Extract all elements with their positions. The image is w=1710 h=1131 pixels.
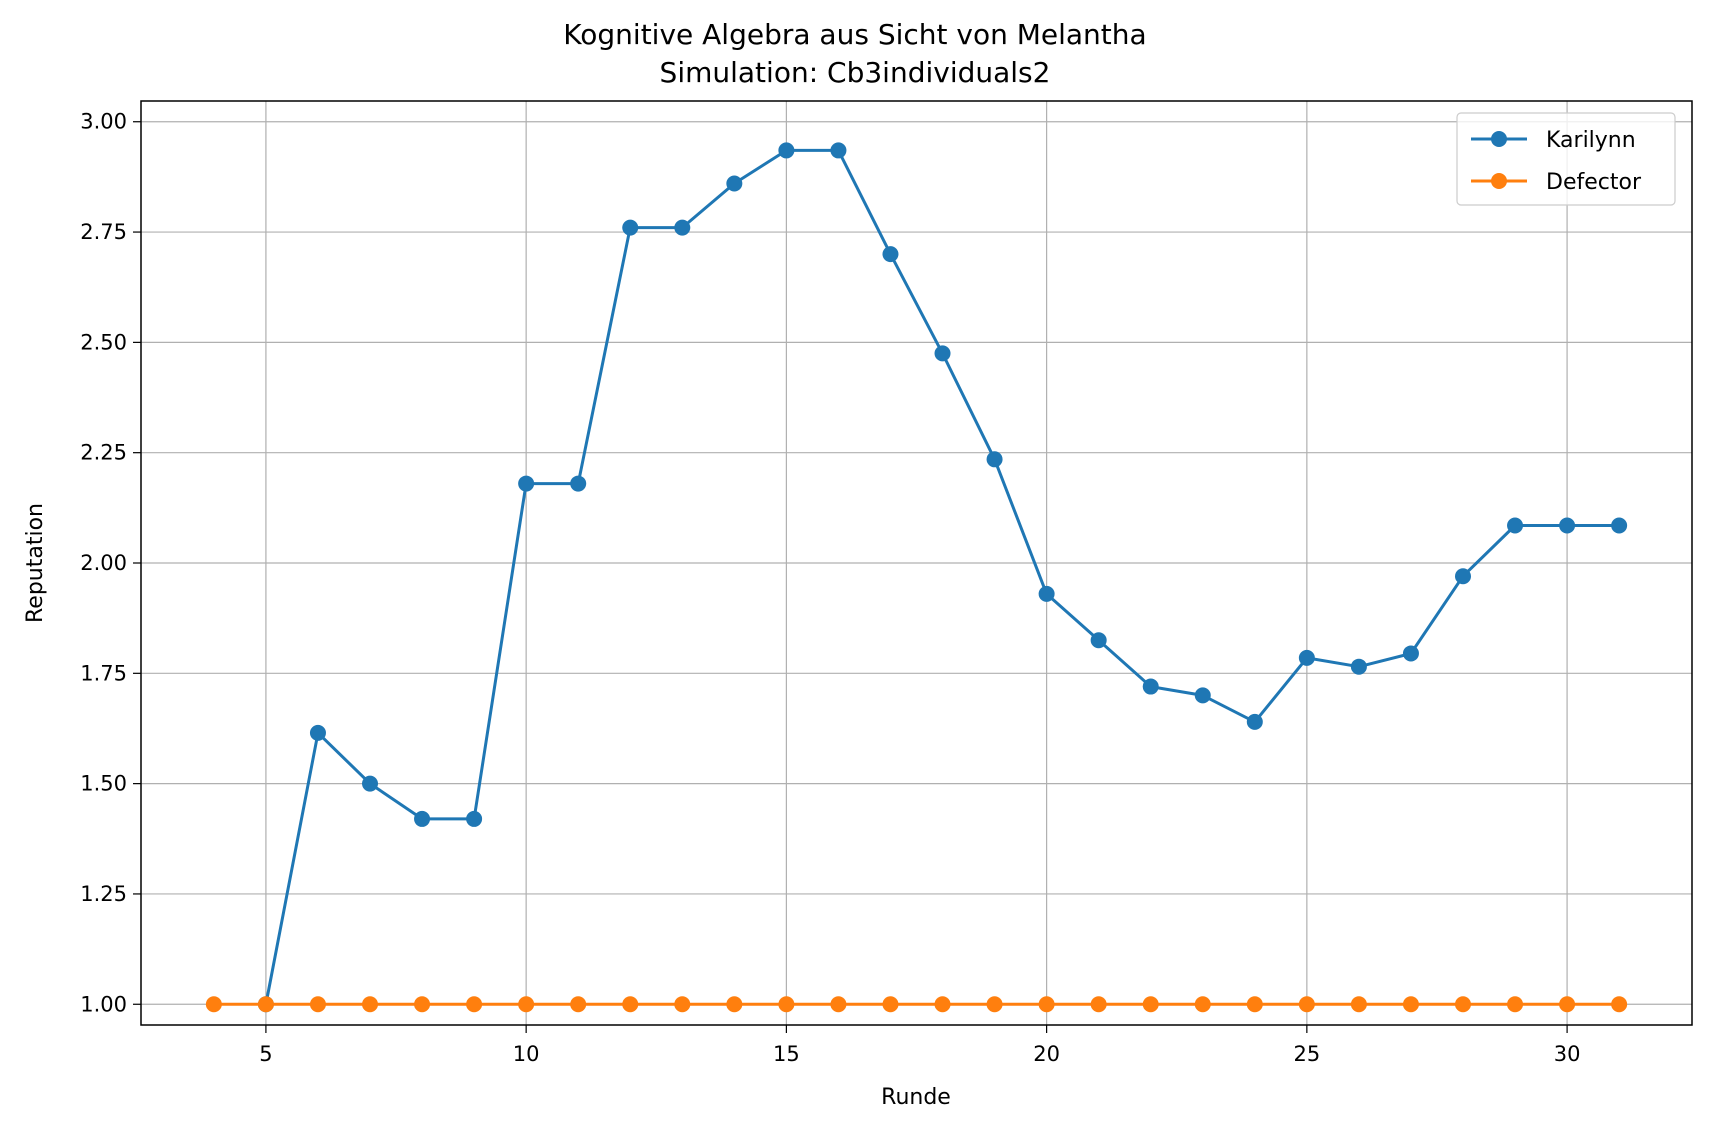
data-point-defector <box>830 996 847 1013</box>
chart-subtitle: Simulation: Cb3individuals2 <box>660 56 1051 89</box>
data-point-defector <box>1507 996 1524 1013</box>
data-point-karilynn <box>1559 517 1576 534</box>
y-tick-label: 1.75 <box>80 661 127 685</box>
data-point-defector <box>934 996 951 1013</box>
data-point-karilynn <box>1611 517 1628 534</box>
data-point-defector <box>1350 996 1367 1013</box>
data-point-defector <box>257 996 274 1013</box>
data-point-karilynn <box>778 142 795 159</box>
x-tick-label: 15 <box>773 1042 800 1066</box>
series-defector <box>205 996 1628 1013</box>
data-point-karilynn <box>1194 687 1211 704</box>
data-point-karilynn <box>1038 585 1055 602</box>
data-point-karilynn <box>518 475 535 492</box>
legend-label-defector: Defector <box>1546 170 1642 195</box>
y-tick-label: 1.25 <box>80 882 127 906</box>
data-point-defector <box>1194 996 1211 1013</box>
data-point-karilynn <box>309 724 326 741</box>
data-point-defector <box>1090 996 1107 1013</box>
data-point-defector <box>726 996 743 1013</box>
y-tick-label: 2.50 <box>80 330 127 354</box>
data-point-defector <box>1246 996 1263 1013</box>
data-point-karilynn <box>622 219 639 236</box>
legend-marker-karilynn <box>1491 131 1507 147</box>
data-point-karilynn <box>882 246 899 263</box>
plot-frame <box>140 100 1693 1026</box>
data-point-karilynn <box>986 451 1003 468</box>
data-point-defector <box>986 996 1003 1013</box>
x-tick-label: 25 <box>1293 1042 1320 1066</box>
data-point-karilynn <box>570 475 587 492</box>
x-tick-label: 30 <box>1554 1042 1581 1066</box>
data-point-karilynn <box>362 775 379 792</box>
data-point-karilynn <box>726 175 743 192</box>
data-point-defector <box>205 996 222 1013</box>
data-point-karilynn <box>1298 649 1315 666</box>
data-point-defector <box>362 996 379 1013</box>
data-point-defector <box>882 996 899 1013</box>
x-tick-label: 5 <box>259 1042 272 1066</box>
grid <box>141 101 1692 1025</box>
data-point-defector <box>309 996 326 1013</box>
data-point-karilynn <box>1142 678 1159 695</box>
legend-label-karilynn: Karilynn <box>1546 128 1636 153</box>
data-point-defector <box>518 996 535 1013</box>
data-point-defector <box>778 996 795 1013</box>
y-axis-label: Reputation <box>23 503 48 623</box>
data-point-karilynn <box>1507 517 1524 534</box>
data-point-karilynn <box>934 345 951 362</box>
data-point-defector <box>674 996 691 1013</box>
y-tick-label: 2.75 <box>80 220 127 244</box>
data-point-defector <box>622 996 639 1013</box>
y-tick-label: 2.25 <box>80 441 127 465</box>
data-point-defector <box>1611 996 1628 1013</box>
data-point-karilynn <box>674 219 691 236</box>
data-point-defector <box>1402 996 1419 1013</box>
data-point-karilynn <box>1350 658 1367 675</box>
x-tick-label: 20 <box>1033 1042 1060 1066</box>
y-tick-label: 3.00 <box>80 110 127 134</box>
data-point-defector <box>1298 996 1315 1013</box>
axis-ticks: 5 10 15 20 25 30 1.00 1.25 1.50 1.75 2.00 2.25 2.50 2… <box>80 110 1580 1066</box>
data-point-defector <box>1454 996 1471 1013</box>
series-karilynn <box>257 142 1628 1013</box>
data-point-defector <box>1559 996 1576 1013</box>
series-layer <box>205 142 1628 1013</box>
data-point-karilynn <box>1246 713 1263 730</box>
legend: Karilynn Defector <box>1456 112 1676 206</box>
data-point-defector <box>1142 996 1159 1013</box>
data-point-karilynn <box>414 810 431 827</box>
chart-title: Kognitive Algebra aus Sicht von Melantha <box>563 18 1146 51</box>
data-point-defector <box>466 996 483 1013</box>
y-tick-label: 1.00 <box>80 992 127 1016</box>
data-point-karilynn <box>1090 632 1107 649</box>
data-point-defector <box>570 996 587 1013</box>
data-point-karilynn <box>830 142 847 159</box>
data-point-karilynn <box>1454 568 1471 585</box>
data-point-karilynn <box>1402 645 1419 662</box>
y-tick-label: 1.50 <box>80 772 127 796</box>
legend-marker-defector <box>1491 173 1507 189</box>
data-point-karilynn <box>466 810 483 827</box>
x-axis-label: Runde <box>881 1085 951 1110</box>
data-point-defector <box>1038 996 1055 1013</box>
y-tick-label: 2.00 <box>80 551 127 575</box>
x-tick-label: 10 <box>513 1042 540 1066</box>
data-point-defector <box>414 996 431 1013</box>
